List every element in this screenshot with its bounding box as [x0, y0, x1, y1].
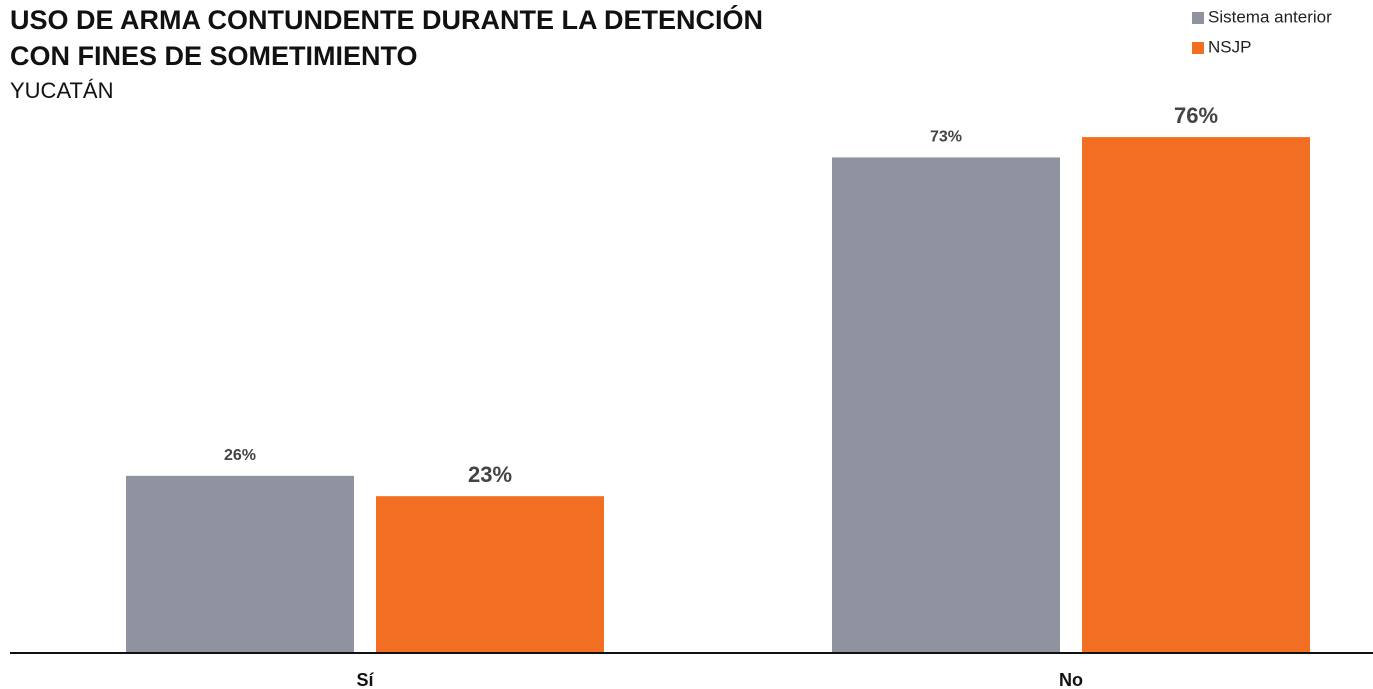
value-label: 23%: [468, 462, 512, 487]
bar: [832, 157, 1060, 653]
value-label: 73%: [930, 129, 962, 146]
bar: [126, 475, 354, 652]
chart-title: USO DE ARMA CONTUNDENTE DURANTE LA DETEN…: [10, 4, 763, 35]
bar: [1082, 137, 1310, 653]
legend-swatch: [1192, 12, 1204, 24]
value-label: 76%: [1174, 103, 1218, 128]
value-label: 26%: [224, 447, 256, 464]
chart-title: CON FINES DE SOMETIMIENTO: [10, 41, 418, 71]
legend-label: NSJP: [1208, 37, 1251, 56]
legend-swatch: [1192, 42, 1204, 54]
chart-subtitle: YUCATÁN: [10, 78, 114, 103]
bar: [376, 496, 604, 652]
x-tick-label: Sí: [356, 670, 374, 689]
legend-label: Sistema anterior: [1208, 7, 1332, 26]
x-tick-label: No: [1059, 670, 1083, 689]
